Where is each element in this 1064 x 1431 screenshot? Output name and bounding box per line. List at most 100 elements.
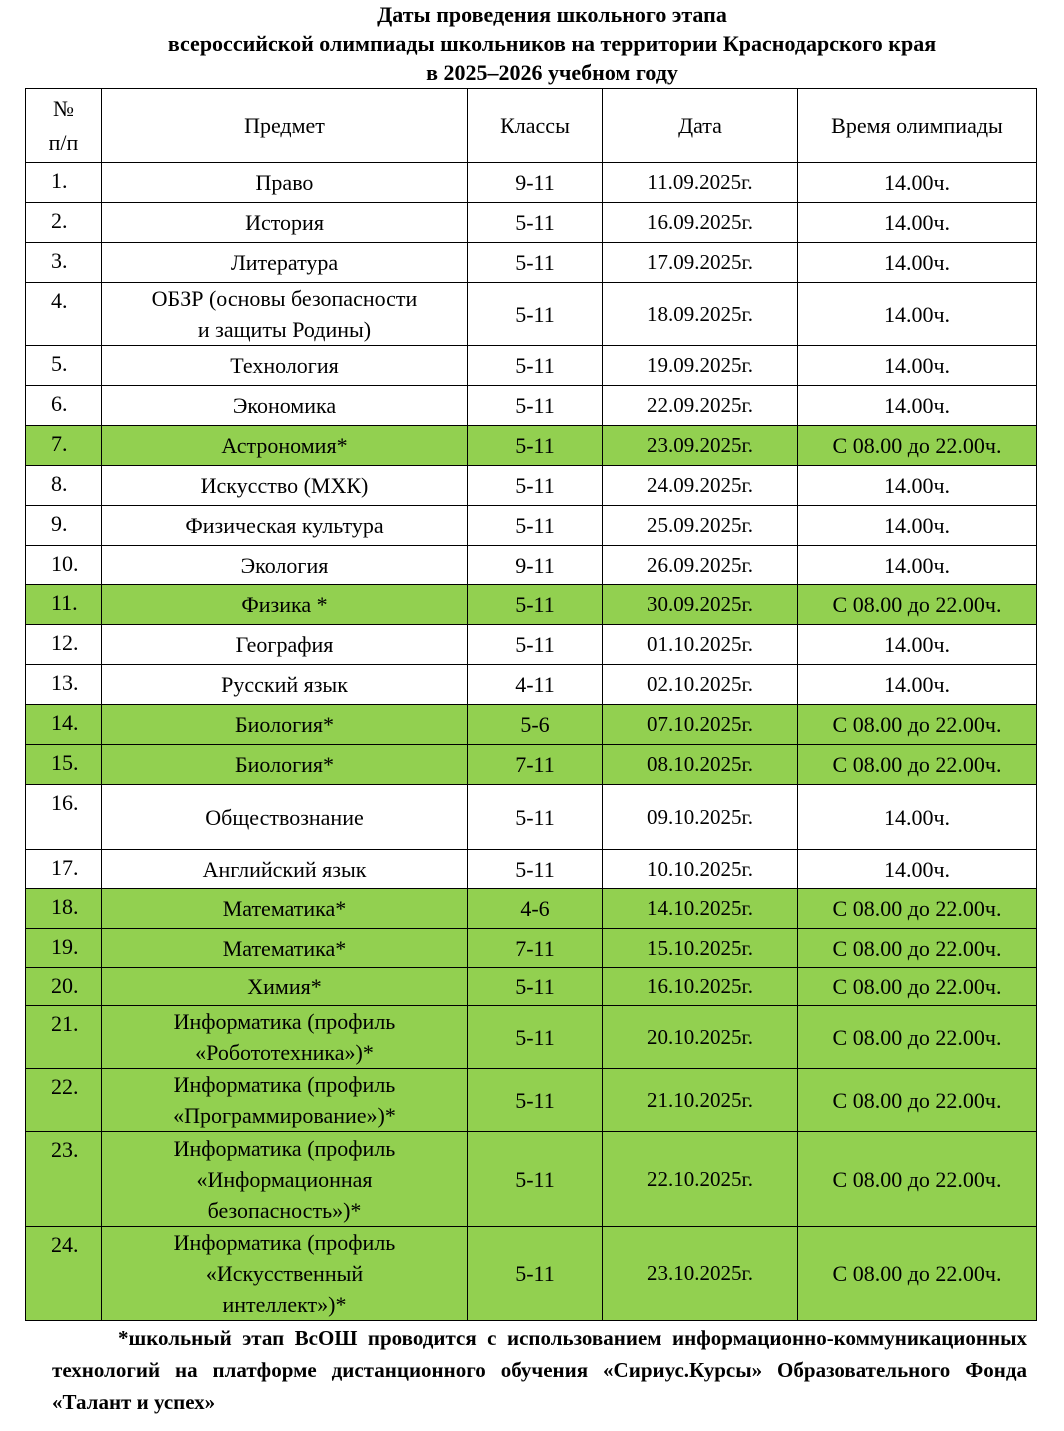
table-cell: С 08.00 до 22.00ч. — [797, 928, 1037, 968]
table-cell: 10.10.2025г. — [602, 849, 798, 889]
title-line: всероссийской олимпиады школьников на те… — [167, 31, 937, 56]
table-cell: 14.00ч. — [797, 162, 1037, 203]
table-cell: Экономика — [101, 385, 468, 426]
table-row: 8. Искусство (МХК) 5-11 24.09.2025г. 14.00ч. — [25, 465, 1037, 506]
table-cell: 5-11 — [467, 242, 603, 283]
table-cell: 11.09.2025г. — [602, 162, 798, 203]
table-cell: 5-11 — [467, 345, 603, 386]
table-cell: 21.10.2025г. — [602, 1068, 798, 1132]
table-cell: 26.09.2025г. — [602, 545, 798, 585]
title-line: Даты проведения школьного этапа — [377, 2, 727, 27]
table-cell: Физика * — [101, 584, 468, 625]
table-cell: 7-11 — [467, 744, 603, 785]
table-cell: 9-11 — [467, 162, 603, 203]
table-cell: С 08.00 до 22.00ч. — [797, 1068, 1037, 1132]
table-cell: 5-11 — [467, 624, 603, 665]
table-cell: 14.00ч. — [797, 664, 1037, 705]
table-row: 13. Русский язык 4-11 02.10.2025г. 14.00ч. — [25, 664, 1037, 705]
table-cell: 09.10.2025г. — [602, 784, 798, 850]
table-cell: Математика* — [101, 888, 468, 929]
table-cell: 16.09.2025г. — [602, 202, 798, 243]
table-cell: Искусство (МХК) — [101, 465, 468, 506]
table-cell: 08.10.2025г. — [602, 744, 798, 785]
table-cell: Английский язык — [101, 849, 468, 889]
title: Даты проведения школьного этапа всеросси… — [0, 0, 1064, 87]
table-cell: 14.00ч. — [797, 282, 1037, 346]
table-cell: ОБЗР (основы безопасности и защиты Родин… — [101, 282, 468, 346]
table-cell: 5-11 — [467, 1005, 603, 1069]
table-cell: Биология* — [101, 744, 468, 785]
header-row: № п/п Предмет Классы Дата Время олимпиады — [25, 88, 1037, 163]
table-cell: 14.00ч. — [797, 624, 1037, 665]
row-number: 1. — [25, 162, 102, 203]
table-cell: С 08.00 до 22.00ч. — [797, 584, 1037, 625]
table-row: 4. ОБЗР (основы безопасности и защиты Род… — [25, 282, 1037, 346]
table-cell: 14.00ч. — [797, 784, 1037, 850]
table-row: 17. Английский язык 5-11 10.10.2025г. 14.00ч… — [25, 849, 1037, 889]
table-cell: 5-11 — [467, 1226, 603, 1321]
table-cell: 5-11 — [467, 584, 603, 625]
row-number: 19. — [25, 928, 102, 968]
table-cell: 14.00ч. — [797, 202, 1037, 243]
table-cell: 14.00ч. — [797, 505, 1037, 546]
table-cell: Русский язык — [101, 664, 468, 705]
table-cell: 14.00ч. — [797, 242, 1037, 283]
table-cell: 22.09.2025г. — [602, 385, 798, 426]
row-number: 7. — [25, 425, 102, 466]
table-cell: Математика* — [101, 928, 468, 968]
table-cell: География — [101, 624, 468, 665]
table-row: 15. Биология* 7-11 08.10.2025г. С 08.00 до 2… — [25, 744, 1037, 785]
table-cell: 25.09.2025г. — [602, 505, 798, 546]
table-cell: 02.10.2025г. — [602, 664, 798, 705]
table-cell: 18.09.2025г. — [602, 282, 798, 346]
table-cell: 9-11 — [467, 545, 603, 585]
table-cell: 14.00ч. — [797, 849, 1037, 889]
row-number: 14. — [25, 704, 102, 745]
table-cell: Информатика (профиль «Искусственный инте… — [101, 1226, 468, 1321]
table-cell: 5-11 — [467, 202, 603, 243]
table-cell: Обществознание — [101, 784, 468, 850]
table-cell: 5-6 — [467, 704, 603, 745]
table-row: 6. Экономика 5-11 22.09.2025г. 14.00ч. — [25, 385, 1037, 426]
title-line: в 2025–2026 учебном году — [426, 60, 678, 85]
table-cell: 5-11 — [467, 425, 603, 466]
table-cell: Физическая культура — [101, 505, 468, 546]
table-row: 12. География 5-11 01.10.2025г. 14.00ч. — [25, 624, 1037, 665]
table-cell: 5-11 — [467, 465, 603, 506]
table-cell: Информатика (профиль «Программирование»)… — [101, 1068, 468, 1132]
table-row: 20. Химия* 5-11 16.10.2025г. С 08.00 до 22.0… — [25, 967, 1037, 1006]
table-cell: С 08.00 до 22.00ч. — [797, 1131, 1037, 1227]
table-cell: С 08.00 до 22.00ч. — [797, 1226, 1037, 1321]
table-cell: 4-11 — [467, 664, 603, 705]
table-cell: С 08.00 до 22.00ч. — [797, 425, 1037, 466]
table-cell: С 08.00 до 22.00ч. — [797, 888, 1037, 929]
table-row: 7. Астрономия* 5-11 23.09.2025г. С 08.00 до … — [25, 425, 1037, 466]
table-cell: 5-11 — [467, 282, 603, 346]
header-cell: Время олимпиады — [797, 88, 1037, 163]
row-number: 4. — [25, 282, 102, 346]
row-number: 18. — [25, 888, 102, 929]
row-number: 9. — [25, 505, 102, 546]
header-cell: Дата — [602, 88, 798, 163]
table-cell: 4-6 — [467, 888, 603, 929]
table-cell: 5-11 — [467, 385, 603, 426]
row-number: 10. — [25, 545, 102, 585]
row-number: 21. — [25, 1005, 102, 1069]
row-number: 11. — [25, 584, 102, 625]
table-row: 18. Математика* 4-6 14.10.2025г. С 08.00 до … — [25, 888, 1037, 929]
table-row: 2. История 5-11 16.09.2025г. 14.00ч. — [25, 202, 1037, 243]
table-cell: С 08.00 до 22.00ч. — [797, 704, 1037, 745]
table-cell: 14.00ч. — [797, 345, 1037, 386]
table-cell: 07.10.2025г. — [602, 704, 798, 745]
table-row: 11. Физика * 5-11 30.09.2025г. С 08.00 до 22… — [25, 584, 1037, 625]
table-row: 21. Информатика (профиль «Робототехника»)… — [25, 1005, 1037, 1069]
table-cell: 5-11 — [467, 849, 603, 889]
table-row: 24. Информатика (профиль «Искусственный и… — [25, 1226, 1037, 1321]
row-number: 3. — [25, 242, 102, 283]
table-cell: 22.10.2025г. — [602, 1131, 798, 1227]
table-cell: 17.09.2025г. — [602, 242, 798, 283]
row-number: 12. — [25, 624, 102, 665]
row-number: 22. — [25, 1068, 102, 1132]
table-row: 1. Право 9-11 11.09.2025г. 14.00ч. — [25, 162, 1037, 203]
